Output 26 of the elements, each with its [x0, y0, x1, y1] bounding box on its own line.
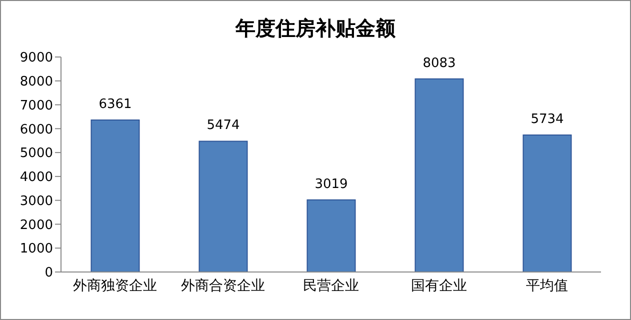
chart-title: 年度住房补贴金额 [234, 15, 396, 42]
bar [90, 120, 140, 272]
y-tick-label: 0 [44, 266, 53, 281]
y-tick-label: 7000 [20, 98, 53, 114]
x-tick-label: 民营企业 [303, 278, 359, 294]
x-tick-label: 外商合资企业 [181, 278, 265, 294]
y-tick-label: 2000 [20, 218, 53, 233]
y-tick-label: 6000 [20, 122, 53, 138]
y-tick-label: 8000 [20, 74, 53, 90]
bar [306, 199, 356, 272]
bar [414, 78, 464, 272]
x-tick-label: 平均值 [526, 278, 568, 294]
x-tick-label: 外商独资企业 [73, 278, 157, 294]
y-tick-label: 1000 [20, 242, 53, 257]
x-tick-label: 国有企业 [411, 278, 467, 294]
y-tick-label: 4000 [20, 170, 53, 186]
y-tick-label: 5000 [20, 146, 53, 162]
y-tick-label: 9000 [20, 50, 53, 66]
data-label: 5734 [530, 112, 564, 128]
data-label: 5474 [206, 118, 240, 134]
data-label: 3019 [314, 176, 348, 192]
data-label: 6361 [98, 97, 132, 112]
data-label: 8083 [422, 56, 456, 71]
bar [522, 134, 572, 272]
y-tick-label: 3000 [20, 194, 53, 209]
bar [198, 140, 248, 272]
